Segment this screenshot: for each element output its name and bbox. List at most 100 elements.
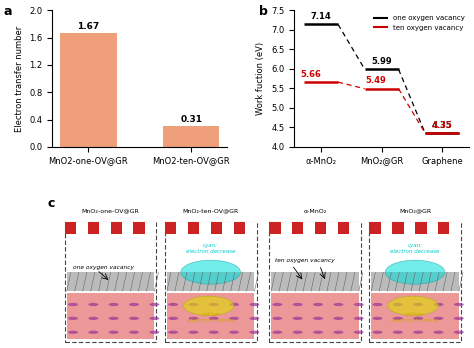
Bar xyxy=(165,222,256,342)
Y-axis label: Work fuction (eV): Work fuction (eV) xyxy=(256,42,265,115)
Bar xyxy=(369,222,461,342)
Circle shape xyxy=(209,331,219,334)
Text: 1.67: 1.67 xyxy=(77,22,100,31)
Legend: one oxygen vacancy, ten oxygen vacancy: one oxygen vacancy, ten oxygen vacancy xyxy=(373,14,466,32)
Circle shape xyxy=(373,317,383,320)
Y-axis label: Electron transfer number: Electron transfer number xyxy=(15,25,24,132)
Bar xyxy=(269,222,281,234)
Text: cyan:
electron decrease: cyan: electron decrease xyxy=(186,243,235,254)
Text: yellow:
electron increase: yellow: electron increase xyxy=(187,313,235,323)
Circle shape xyxy=(88,317,98,320)
Circle shape xyxy=(229,317,239,320)
Text: ten oxygen vacancy: ten oxygen vacancy xyxy=(275,258,335,263)
Circle shape xyxy=(354,331,364,334)
Bar xyxy=(165,222,176,234)
Circle shape xyxy=(293,331,303,334)
Bar xyxy=(67,293,155,339)
Text: MnO₂-one-OV@GR: MnO₂-one-OV@GR xyxy=(82,208,139,214)
Text: c: c xyxy=(48,197,55,210)
Circle shape xyxy=(129,331,139,334)
Circle shape xyxy=(109,331,118,334)
Circle shape xyxy=(373,303,383,306)
Bar xyxy=(99,222,110,234)
Circle shape xyxy=(229,303,239,306)
Bar xyxy=(60,33,117,147)
Bar xyxy=(167,272,255,291)
Circle shape xyxy=(109,303,118,306)
Bar xyxy=(64,222,76,234)
Circle shape xyxy=(333,331,343,334)
Circle shape xyxy=(249,331,259,334)
Circle shape xyxy=(209,303,219,306)
Text: 4.35: 4.35 xyxy=(432,121,453,130)
Circle shape xyxy=(229,331,239,334)
Bar xyxy=(449,222,461,234)
Circle shape xyxy=(434,303,444,306)
Text: 7.14: 7.14 xyxy=(311,12,332,21)
Bar xyxy=(392,222,403,234)
Bar xyxy=(122,222,134,234)
Circle shape xyxy=(129,317,139,320)
Bar xyxy=(176,222,188,234)
Text: 0.31: 0.31 xyxy=(180,114,202,124)
Text: 5.49: 5.49 xyxy=(365,76,386,85)
Bar xyxy=(371,293,459,339)
Text: yellow:
electron increase: yellow: electron increase xyxy=(391,313,439,323)
Bar xyxy=(64,222,156,342)
Circle shape xyxy=(273,303,283,306)
Circle shape xyxy=(333,317,343,320)
Circle shape xyxy=(393,331,403,334)
Circle shape xyxy=(273,331,283,334)
Circle shape xyxy=(189,303,199,306)
Circle shape xyxy=(454,303,464,306)
Circle shape xyxy=(293,317,303,320)
Bar xyxy=(327,222,338,234)
Text: cyan:
electron decrease: cyan: electron decrease xyxy=(391,243,440,254)
Bar xyxy=(303,222,315,234)
Circle shape xyxy=(88,331,98,334)
Circle shape xyxy=(189,331,199,334)
Circle shape xyxy=(413,331,423,334)
Circle shape xyxy=(293,303,303,306)
Circle shape xyxy=(149,317,159,320)
Circle shape xyxy=(393,303,403,306)
Circle shape xyxy=(273,317,283,320)
Circle shape xyxy=(109,317,118,320)
Bar xyxy=(67,272,155,291)
Bar xyxy=(403,222,415,234)
Circle shape xyxy=(393,317,403,320)
Bar xyxy=(292,222,303,234)
Text: 5.66: 5.66 xyxy=(300,70,321,79)
Bar xyxy=(369,222,381,234)
Bar xyxy=(338,222,349,234)
Text: MnO₂-ten-OV@GR: MnO₂-ten-OV@GR xyxy=(182,208,239,214)
Circle shape xyxy=(454,331,464,334)
Bar xyxy=(167,293,255,339)
Circle shape xyxy=(168,317,178,320)
Circle shape xyxy=(333,303,343,306)
Circle shape xyxy=(313,331,323,334)
Circle shape xyxy=(354,303,364,306)
Circle shape xyxy=(313,317,323,320)
Circle shape xyxy=(68,317,78,320)
Bar xyxy=(163,126,219,147)
Bar xyxy=(269,222,361,342)
Text: MnO₂@GR: MnO₂@GR xyxy=(399,208,431,214)
Circle shape xyxy=(434,317,444,320)
Bar xyxy=(88,222,99,234)
Bar xyxy=(199,222,210,234)
Bar xyxy=(415,222,427,234)
Circle shape xyxy=(313,303,323,306)
Bar xyxy=(271,293,359,339)
Circle shape xyxy=(413,317,423,320)
Circle shape xyxy=(189,317,199,320)
Bar xyxy=(271,272,359,291)
Circle shape xyxy=(249,317,259,320)
Circle shape xyxy=(129,303,139,306)
Circle shape xyxy=(168,331,178,334)
Circle shape xyxy=(354,317,364,320)
Bar xyxy=(438,222,449,234)
Circle shape xyxy=(434,331,444,334)
Bar xyxy=(349,222,361,234)
Ellipse shape xyxy=(385,260,445,284)
